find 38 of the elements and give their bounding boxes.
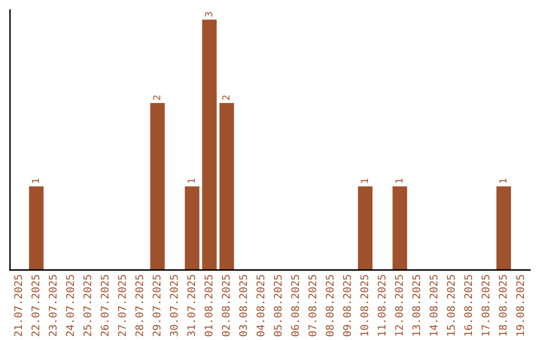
x-tick-label: 26.07.2025 <box>100 275 109 336</box>
x-tick-label: 08.08.2025 <box>326 275 334 336</box>
x-tick-label: 06.08.2025 <box>291 275 300 336</box>
x-tick-label: 28.07.2025 <box>135 275 144 336</box>
data-label: 1 <box>32 178 40 183</box>
x-tick-label: 29.07.2025 <box>152 275 161 336</box>
x-tick-label: 18.08.2025 <box>498 275 507 336</box>
x-tick-label: 19.08.2025 <box>516 275 524 336</box>
x-tick-label: 10.08.2025 <box>360 275 368 336</box>
data-label: 2 <box>222 96 230 100</box>
x-tick-label: 15.08.2025 <box>446 275 455 336</box>
x-tick-label: 11.08.2025 <box>378 275 386 336</box>
x-tick-label: 17.08.2025 <box>482 275 490 336</box>
data-label: 1 <box>360 178 368 183</box>
x-tick-label: 09.08.2025 <box>343 275 351 336</box>
x-tick-label: 27.07.2025 <box>118 275 126 336</box>
x-tick-label: 14.08.2025 <box>430 275 438 336</box>
x-tick-label: 13.08.2025 <box>412 275 420 336</box>
x-tick-label: 02.08.2025 <box>222 275 230 336</box>
x-tick-label: 03.08.2025 <box>239 275 248 336</box>
x-tick-label: 07.08.2025 <box>308 275 316 336</box>
x-tick-label: 01.08.2025 <box>204 275 212 336</box>
x-tick-label: 22.07.2025 <box>31 275 40 336</box>
x-tick-label: 21.07.2025 <box>14 275 22 336</box>
x-tick-label: 31.07.2025 <box>187 275 196 336</box>
x-tick-label: 30.07.2025 <box>170 275 178 336</box>
x-tick-label: 23.07.2025 <box>48 275 57 336</box>
data-label: 1 <box>395 178 403 183</box>
x-tick-label: 04.08.2025 <box>256 275 264 336</box>
x-tick-label: 24.07.2025 <box>66 275 74 336</box>
x-tick-label: 16.08.2025 <box>464 275 472 336</box>
data-label: 2 <box>152 96 160 100</box>
data-label: 3 <box>204 12 212 17</box>
x-tick-label: 25.07.2025 <box>83 275 92 336</box>
data-label: 1 <box>499 178 506 183</box>
data-label: 1 <box>188 178 195 183</box>
x-tick-label: 12.08.2025 <box>395 275 403 336</box>
x-tick-label: 05.08.2025 <box>274 275 282 336</box>
